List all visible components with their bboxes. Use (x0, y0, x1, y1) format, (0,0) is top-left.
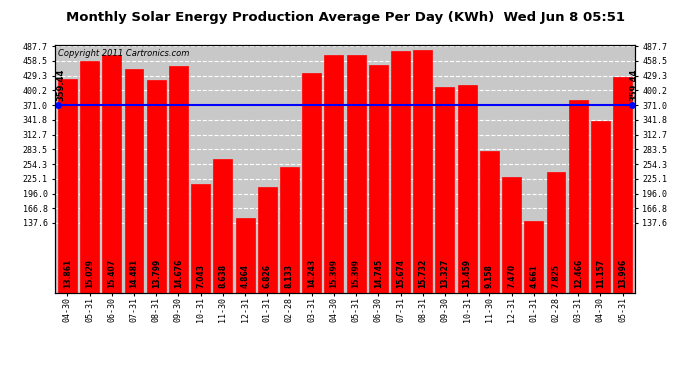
Bar (280, 167, 299, 292)
Text: 12.466: 12.466 (573, 260, 582, 288)
Bar (569, 100, 588, 292)
Bar (191, 184, 210, 292)
Text: 14.745: 14.745 (374, 260, 383, 288)
Text: 4.864: 4.864 (241, 264, 250, 288)
Text: 6.826: 6.826 (263, 264, 272, 288)
Bar (591, 121, 610, 292)
Bar (258, 188, 277, 292)
Text: Copyright 2011 Cartronics.com: Copyright 2011 Cartronics.com (58, 49, 190, 58)
Text: 7.825: 7.825 (551, 264, 560, 288)
Text: 15.732: 15.732 (418, 260, 427, 288)
Text: 4.661: 4.661 (529, 265, 538, 288)
Bar (613, 77, 632, 292)
Bar (524, 221, 543, 292)
Bar (435, 87, 455, 292)
Text: 15.029: 15.029 (85, 260, 94, 288)
Bar (302, 73, 321, 292)
Text: 15.407: 15.407 (108, 260, 117, 288)
Text: 7.470: 7.470 (507, 264, 516, 288)
Text: 14.243: 14.243 (307, 260, 316, 288)
Text: 13.327: 13.327 (440, 259, 449, 288)
Text: 13.996: 13.996 (618, 260, 627, 288)
Text: Monthly Solar Energy Production Average Per Day (KWh)  Wed Jun 8 05:51: Monthly Solar Energy Production Average … (66, 11, 624, 24)
Text: 15.399: 15.399 (352, 260, 361, 288)
Bar (80, 61, 99, 292)
Text: 8.133: 8.133 (285, 264, 294, 288)
Bar (58, 79, 77, 292)
Bar (147, 80, 166, 292)
Text: 359.44: 359.44 (57, 69, 66, 101)
Text: 15.399: 15.399 (329, 260, 338, 288)
Text: 359.44: 359.44 (629, 69, 638, 101)
Bar (413, 50, 432, 292)
Text: 8.638: 8.638 (218, 264, 228, 288)
Bar (213, 159, 233, 292)
Bar (546, 172, 565, 292)
Text: 13.799: 13.799 (152, 259, 161, 288)
Bar (235, 217, 255, 292)
Text: 13.459: 13.459 (462, 260, 472, 288)
Bar (125, 69, 144, 292)
Bar (369, 65, 388, 292)
Text: 9.158: 9.158 (485, 265, 494, 288)
Bar (324, 55, 344, 292)
Text: 15.674: 15.674 (396, 260, 405, 288)
Bar (502, 177, 521, 292)
Bar (169, 66, 188, 292)
Text: 11.157: 11.157 (596, 260, 605, 288)
Text: 14.481: 14.481 (130, 259, 139, 288)
Bar (480, 152, 499, 292)
Bar (102, 55, 121, 292)
Bar (346, 55, 366, 292)
Text: 7.043: 7.043 (196, 264, 205, 288)
Text: 14.676: 14.676 (174, 259, 183, 288)
Text: 13.861: 13.861 (63, 259, 72, 288)
Bar (391, 51, 410, 292)
Bar (457, 85, 477, 292)
